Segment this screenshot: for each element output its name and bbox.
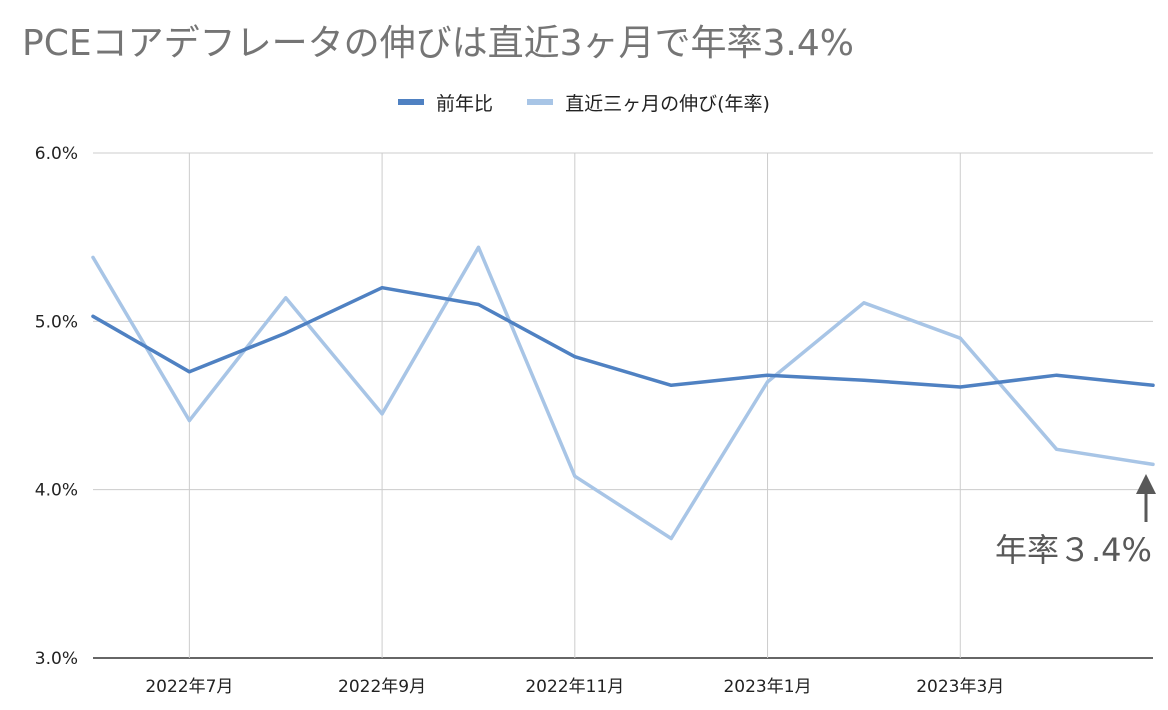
y-tick-label: 4.0% xyxy=(35,481,78,501)
x-tick-label: 2022年7月 xyxy=(145,677,233,697)
legend-label-yoy: 前年比 xyxy=(436,92,494,115)
point-yoy-11 xyxy=(1151,383,1155,387)
y-tick-label: 3.0% xyxy=(35,649,78,669)
point-yoy-3 xyxy=(380,286,384,290)
legend-swatch-3m xyxy=(527,99,554,105)
point-yoy-5 xyxy=(573,355,577,359)
annotation-label: 年率３.4% xyxy=(995,531,1152,569)
point-yoy-6 xyxy=(669,383,673,387)
point-yoy-0 xyxy=(91,314,95,318)
point-3m-10 xyxy=(1055,447,1059,451)
point-yoy-8 xyxy=(862,378,866,382)
y-tick-label: 6.0% xyxy=(35,144,78,164)
legend-item-3m: 直近三ヶ月の伸び(年率) xyxy=(527,89,770,116)
point-3m-2 xyxy=(284,296,288,300)
legend-item-yoy: 前年比 xyxy=(398,89,493,116)
x-tick-label: 2022年11月 xyxy=(525,677,624,697)
legend-swatch-yoy xyxy=(398,99,425,105)
point-yoy-7 xyxy=(766,373,770,377)
legend-label-3m: 直近三ヶ月の伸び(年率) xyxy=(565,92,770,115)
y-tick-label: 5.0% xyxy=(35,312,78,332)
point-3m-7 xyxy=(766,380,770,384)
annotation-arrow-head xyxy=(1136,474,1156,494)
series-layer xyxy=(91,245,1155,541)
chart-title: PCEコアデフレータの伸びは直近3ヶ月で年率3.4% xyxy=(22,23,854,64)
point-3m-5 xyxy=(573,474,577,478)
point-3m-11 xyxy=(1151,462,1155,466)
point-yoy-9 xyxy=(958,385,962,389)
series-line-3m xyxy=(91,245,1155,541)
series-line-yoy xyxy=(91,285,1155,389)
x-tick-label: 2023年1月 xyxy=(723,677,811,697)
grid-layer xyxy=(93,152,1153,659)
point-3m-6 xyxy=(669,536,673,540)
legend: 前年比 直近三ヶ月の伸び(年率) xyxy=(0,88,1168,116)
point-3m-1 xyxy=(187,419,191,423)
x-tick-label: 2023年3月 xyxy=(916,677,1004,697)
x-tick-label: 2022年9月 xyxy=(338,677,426,697)
point-3m-8 xyxy=(862,301,866,305)
point-3m-9 xyxy=(958,336,962,340)
point-yoy-4 xyxy=(476,303,480,306)
point-3m-4 xyxy=(476,245,480,249)
point-3m-3 xyxy=(380,412,384,416)
annotation-layer xyxy=(1136,474,1156,522)
point-yoy-1 xyxy=(187,370,191,374)
point-yoy-2 xyxy=(284,331,288,335)
point-3m-0 xyxy=(91,255,95,259)
axis-labels: 3.0% 4.0% 5.0% 6.0% 2022年7月 2022年9月 2022年11月 20… xyxy=(35,144,1005,697)
point-yoy-10 xyxy=(1055,373,1059,377)
